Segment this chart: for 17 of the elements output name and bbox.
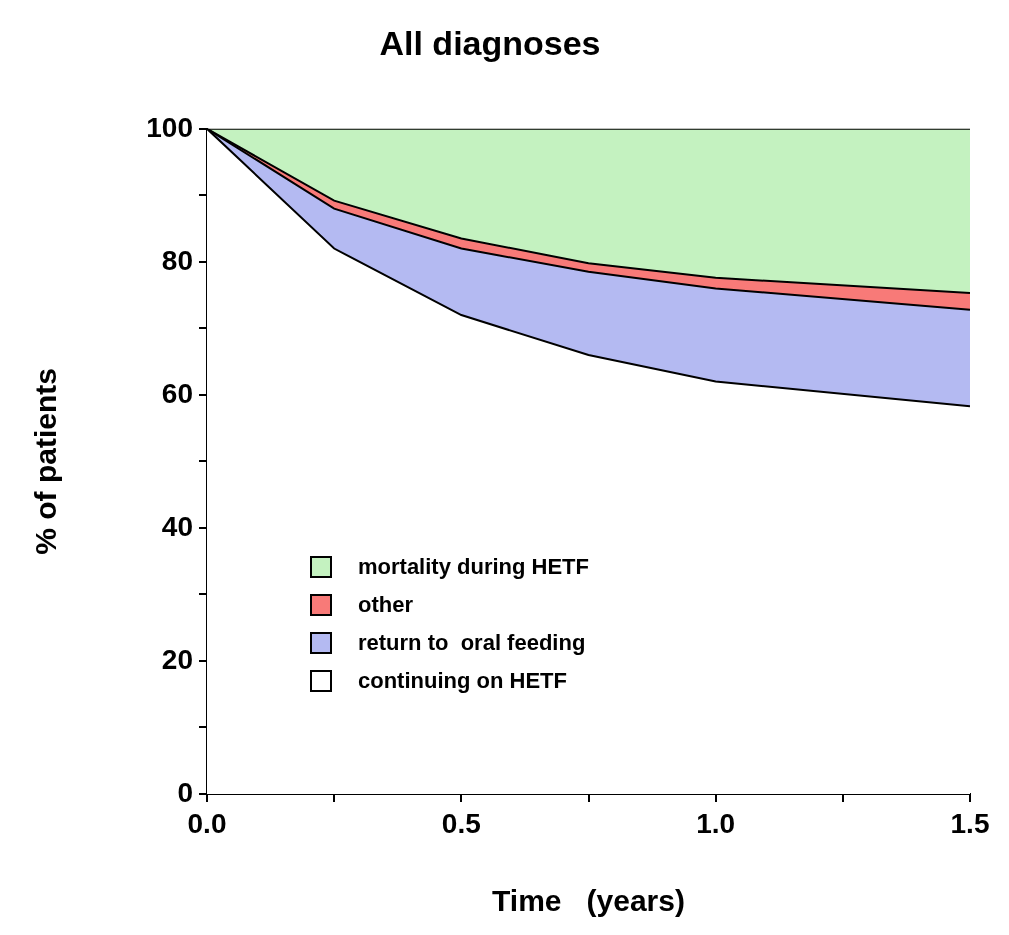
chart-title: All diagnoses (379, 23, 601, 62)
y-tick-label: 20 (161, 643, 193, 675)
x-tick-label: 0.5 (441, 807, 481, 839)
y-tick-label: 100 (146, 111, 193, 143)
x-tick-label: 1.5 (950, 807, 990, 839)
legend-label: continuing on HETF (358, 668, 567, 694)
legend-label: mortality during HETF (358, 554, 589, 580)
y-axis-title: % of patients (29, 368, 63, 555)
x-axis-title: Time (years) (492, 884, 685, 918)
legend-label: return to oral feeding (358, 630, 586, 656)
y-tick-label: 60 (161, 377, 193, 409)
x-tick-label: 1.0 (696, 807, 736, 839)
x-tick-label: 0.0 (187, 807, 227, 839)
legend-label: other (358, 592, 413, 618)
y-tick-label: 80 (161, 244, 193, 276)
y-tick-label: 40 (161, 510, 193, 542)
y-tick-label: 0 (177, 776, 193, 808)
